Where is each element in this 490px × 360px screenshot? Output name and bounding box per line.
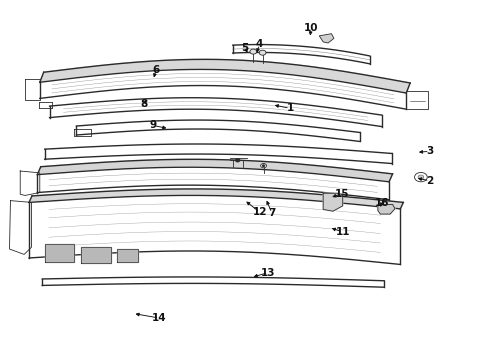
- Polygon shape: [37, 167, 389, 200]
- Polygon shape: [81, 247, 111, 263]
- Polygon shape: [74, 129, 91, 136]
- Text: 7: 7: [268, 208, 275, 218]
- Circle shape: [259, 50, 266, 55]
- Polygon shape: [49, 98, 382, 127]
- Circle shape: [415, 172, 427, 182]
- Polygon shape: [323, 193, 343, 211]
- Polygon shape: [378, 204, 395, 214]
- Polygon shape: [29, 189, 403, 209]
- Text: 6: 6: [152, 64, 160, 75]
- Text: 10: 10: [304, 23, 318, 33]
- Polygon shape: [25, 80, 40, 100]
- Text: 5: 5: [242, 43, 248, 53]
- Text: 8: 8: [140, 99, 147, 109]
- Text: 4: 4: [256, 40, 263, 49]
- Text: 13: 13: [261, 267, 276, 278]
- Polygon shape: [20, 171, 40, 195]
- Polygon shape: [9, 201, 31, 255]
- Circle shape: [418, 175, 424, 179]
- Text: 1: 1: [286, 103, 294, 113]
- Polygon shape: [319, 34, 334, 43]
- Text: 9: 9: [149, 121, 157, 130]
- Polygon shape: [42, 277, 384, 287]
- Circle shape: [236, 159, 240, 162]
- Text: 11: 11: [336, 227, 350, 237]
- Text: 3: 3: [426, 146, 433, 156]
- Polygon shape: [40, 69, 406, 109]
- Polygon shape: [117, 249, 138, 262]
- Text: 2: 2: [426, 176, 433, 186]
- Polygon shape: [29, 195, 400, 265]
- Polygon shape: [76, 120, 360, 141]
- Text: 14: 14: [152, 313, 167, 323]
- Polygon shape: [37, 159, 392, 182]
- Polygon shape: [45, 144, 392, 163]
- Circle shape: [261, 163, 267, 168]
- Circle shape: [250, 49, 257, 54]
- Polygon shape: [233, 45, 369, 64]
- Circle shape: [263, 165, 265, 166]
- Polygon shape: [406, 91, 428, 109]
- Text: 15: 15: [335, 189, 349, 199]
- Polygon shape: [45, 244, 74, 262]
- Polygon shape: [40, 59, 410, 93]
- Text: 12: 12: [252, 207, 267, 217]
- Text: 16: 16: [374, 198, 389, 208]
